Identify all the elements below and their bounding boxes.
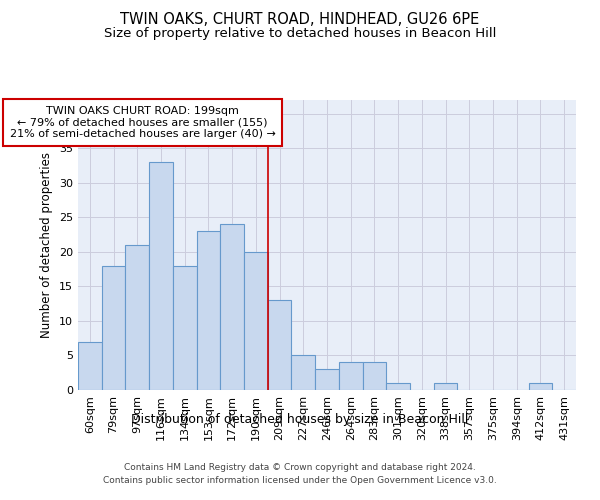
Bar [78,342,102,390]
Bar [220,224,244,390]
Y-axis label: Number of detached properties: Number of detached properties [40,152,53,338]
Text: Size of property relative to detached houses in Beacon Hill: Size of property relative to detached ho… [104,28,496,40]
Bar [268,300,292,390]
Bar [244,252,268,390]
Bar [362,362,386,390]
Bar [149,162,173,390]
Bar [102,266,125,390]
Bar [315,370,339,390]
Text: Contains HM Land Registry data © Crown copyright and database right 2024.: Contains HM Land Registry data © Crown c… [124,462,476,471]
Bar [197,231,220,390]
Text: TWIN OAKS, CHURT ROAD, HINDHEAD, GU26 6PE: TWIN OAKS, CHURT ROAD, HINDHEAD, GU26 6P… [121,12,479,28]
Text: TWIN OAKS CHURT ROAD: 199sqm
← 79% of detached houses are smaller (155)
21% of s: TWIN OAKS CHURT ROAD: 199sqm ← 79% of de… [10,106,275,139]
Bar [125,245,149,390]
Bar [292,356,315,390]
Text: Distribution of detached houses by size in Beacon Hill: Distribution of detached houses by size … [131,412,469,426]
Bar [173,266,197,390]
Bar [529,383,552,390]
Bar [339,362,362,390]
Text: Contains public sector information licensed under the Open Government Licence v3: Contains public sector information licen… [103,476,497,485]
Bar [386,383,410,390]
Bar [434,383,457,390]
